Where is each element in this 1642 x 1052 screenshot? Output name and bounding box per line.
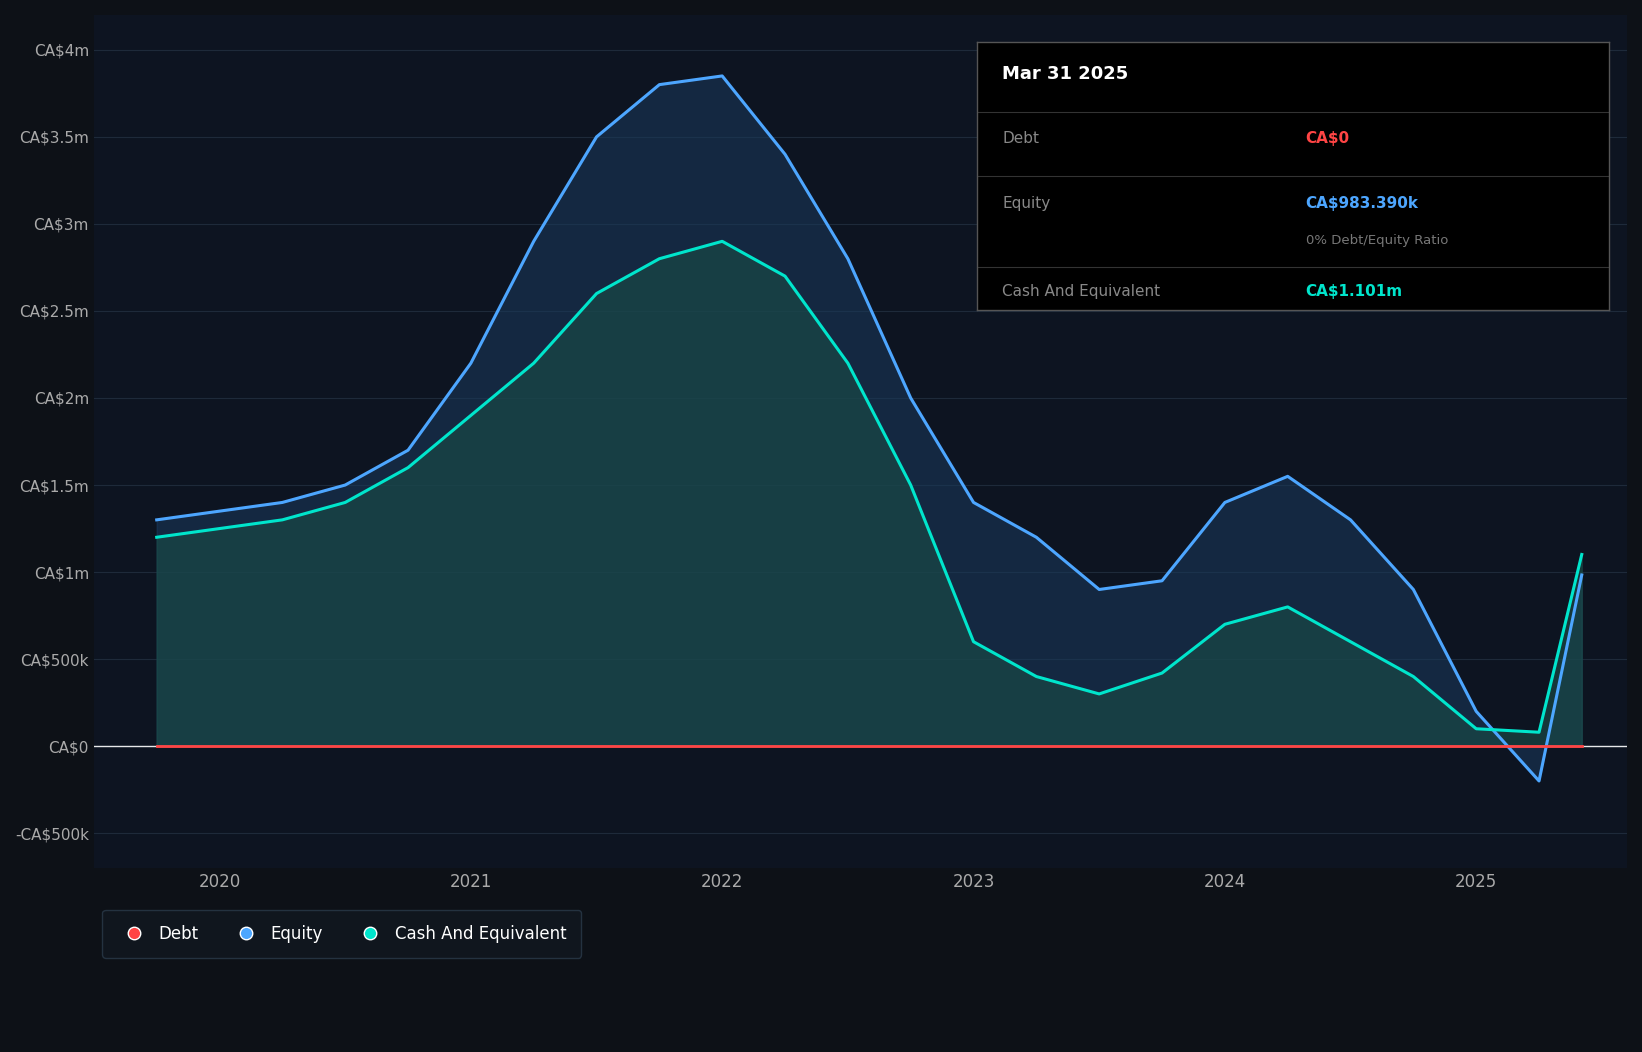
Text: CA$1.101m: CA$1.101m (1305, 284, 1402, 299)
Text: CA$983.390k: CA$983.390k (1305, 196, 1419, 210)
Legend: Debt, Equity, Cash And Equivalent: Debt, Equity, Cash And Equivalent (102, 910, 581, 957)
Text: Equity: Equity (1002, 196, 1051, 210)
Text: Mar 31 2025: Mar 31 2025 (1002, 65, 1128, 83)
Text: CA$0: CA$0 (1305, 132, 1350, 146)
Text: Debt: Debt (1002, 132, 1039, 146)
Text: 0% Debt/Equity Ratio: 0% Debt/Equity Ratio (1305, 235, 1448, 247)
Text: Cash And Equivalent: Cash And Equivalent (1002, 284, 1161, 299)
